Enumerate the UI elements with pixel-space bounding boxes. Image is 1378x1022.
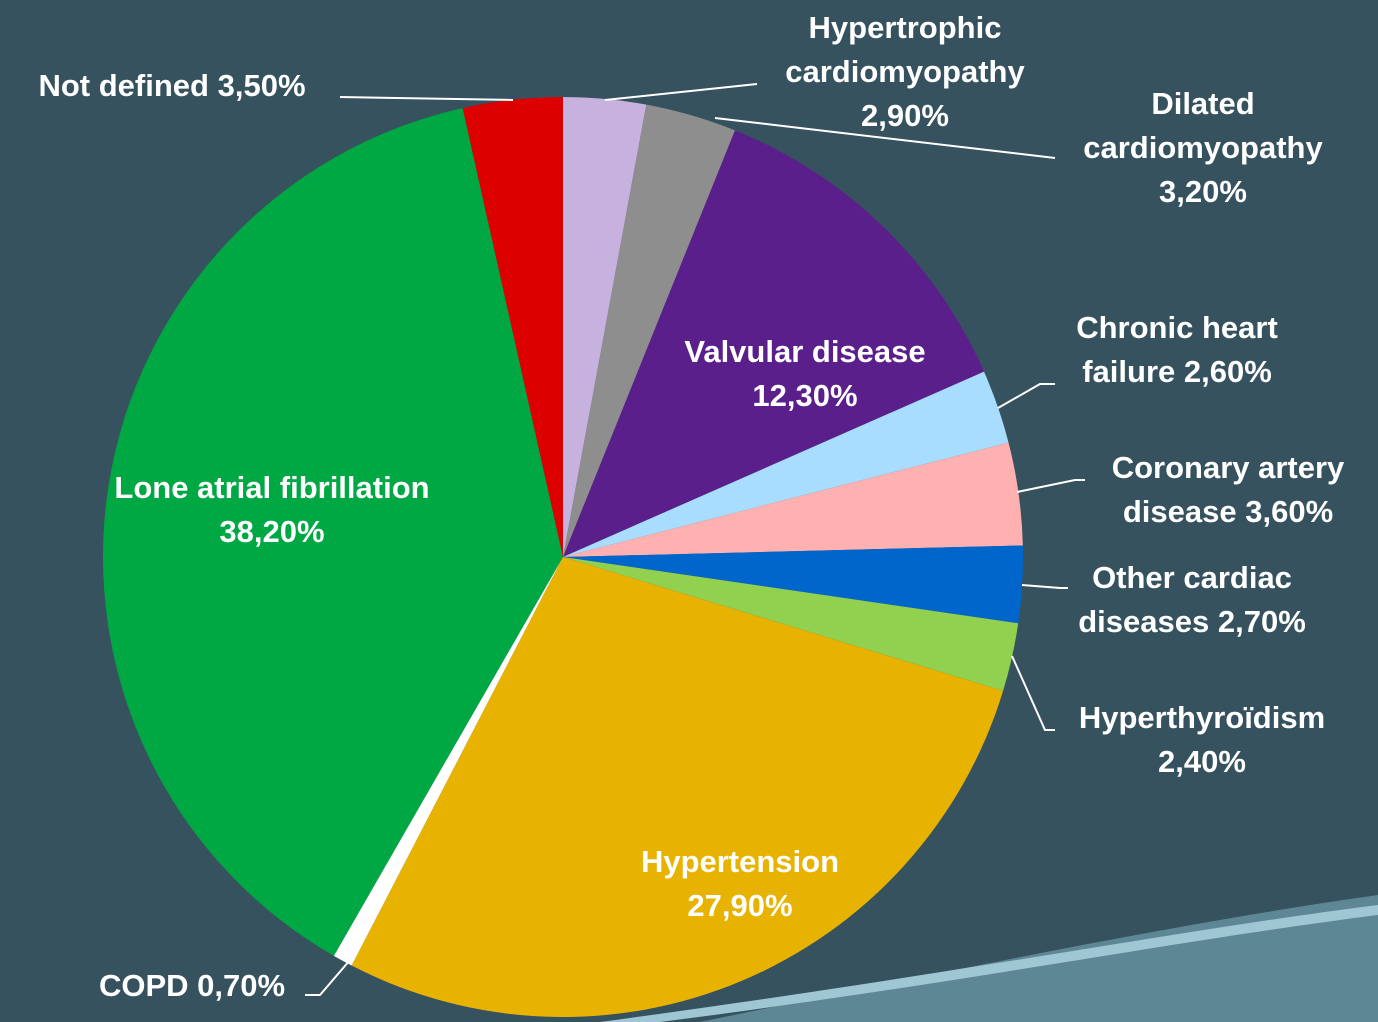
- pie-slice: [351, 557, 1004, 1017]
- pie-slice: [563, 371, 1009, 557]
- leader-line: [305, 959, 351, 996]
- leader-line: [1021, 584, 1068, 589]
- pie-slice: [462, 97, 563, 557]
- label-name: Coronary artery disease: [1111, 450, 1345, 529]
- label-name: Valvular disease: [684, 334, 926, 369]
- pie-slice: [563, 545, 1023, 624]
- data-label: COPD 0,70%: [42, 964, 342, 1008]
- data-label: Dilated cardiomyopathy 3,20%: [1053, 82, 1353, 214]
- label-value: 0,70%: [197, 968, 286, 1003]
- label-value: 38,20%: [219, 514, 325, 549]
- label-value: 3,60%: [1245, 494, 1334, 529]
- label-name: COPD: [98, 968, 189, 1003]
- leader-line: [1011, 655, 1055, 731]
- pie-slice: [333, 557, 563, 966]
- label-name: Other cardiac diseases: [1078, 560, 1292, 639]
- pie-slice: [563, 97, 647, 557]
- leader-line: [714, 117, 1056, 159]
- data-label: Hypertension 27,90%: [610, 840, 870, 928]
- label-name: Hyperthyroïdism: [1078, 700, 1326, 735]
- data-label: Hyperthyroïdism 2,40%: [1052, 696, 1352, 784]
- label-value: 3,50%: [217, 68, 306, 103]
- pie-slice: [563, 442, 1023, 557]
- label-name: Hypertrophic cardiomyopathy: [785, 10, 1025, 89]
- data-label: Hypertrophic cardiomyopathy 2,90%: [755, 6, 1055, 138]
- leader-line: [1016, 479, 1085, 493]
- pie-slice: [102, 108, 564, 956]
- label-name: Chronic heart failure: [1076, 310, 1278, 389]
- label-name: Lone atrial fibrillation: [114, 470, 430, 505]
- data-label: Other cardiac diseases 2,70%: [1047, 556, 1337, 644]
- label-value: 2,90%: [861, 98, 949, 133]
- label-name: Not defined: [38, 68, 209, 103]
- leader-lines: [305, 83, 1085, 996]
- leader-line: [604, 83, 758, 101]
- pie-slice: [563, 557, 1019, 691]
- pie-slice: [563, 130, 985, 557]
- label-name: Hypertension: [640, 844, 840, 879]
- background-swoosh-highlight: [600, 905, 1378, 1022]
- label-name: Dilated cardiomyopathy: [1083, 86, 1323, 165]
- data-label: Chronic heart failure 2,60%: [1047, 306, 1307, 394]
- data-label: Not defined 3,50%: [2, 64, 342, 108]
- pie-slice: [563, 104, 736, 557]
- label-value: 12,30%: [752, 378, 858, 413]
- data-label: Valvular disease 12,30%: [645, 330, 965, 418]
- leader-line: [997, 383, 1055, 409]
- label-value: 3,20%: [1159, 174, 1247, 209]
- pie: [102, 97, 1023, 1017]
- data-label: Coronary artery disease 3,60%: [1078, 446, 1378, 534]
- label-value: 27,90%: [687, 888, 793, 923]
- data-label: Lone atrial fibrillation 38,20%: [102, 466, 442, 554]
- label-value: 2,40%: [1158, 744, 1246, 779]
- label-value: 2,60%: [1183, 354, 1272, 389]
- leader-line: [339, 96, 514, 101]
- label-value: 2,70%: [1217, 604, 1306, 639]
